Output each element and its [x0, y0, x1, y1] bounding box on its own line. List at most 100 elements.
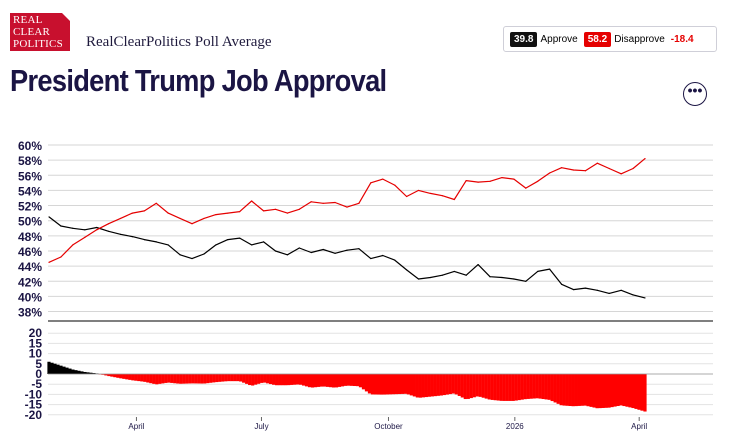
legend-box: 39.8 Approve 58.2 Disapprove -18.4: [503, 26, 717, 52]
data-point-disapprove: [227, 212, 229, 214]
spread-bar: [104, 374, 108, 376]
series-line-approve: [48, 216, 646, 299]
data-point-disapprove: [143, 210, 145, 212]
spread-bar: [511, 374, 515, 401]
spread-bar: [553, 374, 557, 403]
spread-bar: [77, 370, 81, 374]
spread-bar: [107, 374, 111, 377]
spread-bar: [454, 374, 458, 395]
data-point-approve: [537, 270, 539, 273]
spread-bar: [586, 374, 590, 407]
page-title: President Trump Job Approval: [10, 63, 387, 98]
spread-bar: [221, 374, 225, 382]
data-point-approve: [262, 241, 265, 243]
data-point-disapprove: [191, 223, 193, 225]
spread-bar: [185, 374, 189, 384]
spread-bar: [343, 374, 348, 386]
spread-bar: [367, 374, 372, 394]
spread-bar: [340, 374, 345, 387]
data-point-approve: [131, 235, 134, 238]
data-point-approve: [334, 252, 336, 254]
spread-bar: [613, 374, 617, 407]
data-point-disapprove: [96, 229, 98, 231]
spread-bar: [625, 374, 629, 407]
y-tick-label: 40%: [18, 290, 42, 304]
logo-line-3: POLITICS: [13, 38, 63, 50]
spread-bar: [170, 374, 174, 383]
spread-bar: [284, 374, 288, 386]
spread-bar: [541, 374, 545, 400]
data-point-disapprove: [560, 167, 563, 169]
spread-bar: [526, 374, 530, 399]
spread-bar: [547, 374, 551, 400]
spread-bar: [176, 374, 180, 384]
data-point-approve: [489, 276, 491, 278]
spread-bar: [631, 374, 635, 409]
spread-bar: [643, 374, 647, 412]
approve-value-badge: 39.8: [510, 31, 538, 47]
data-point-approve: [179, 254, 181, 256]
data-point-approve: [501, 276, 503, 279]
spread-bar: [116, 374, 120, 378]
spread-bar: [212, 374, 216, 383]
spread-bar: [310, 374, 315, 388]
spread-bar: [239, 374, 243, 382]
ellipsis-icon: •••: [687, 82, 703, 98]
spread-bar: [616, 374, 620, 407]
spread-bar: [224, 374, 228, 382]
data-point-approve: [584, 287, 587, 289]
spread-bar: [469, 374, 473, 399]
spread-bar: [113, 374, 117, 378]
spread-y-tick-label: 10: [29, 347, 43, 361]
spread-y-tick-label: 20: [29, 326, 43, 340]
spread-bar: [358, 374, 363, 388]
data-point-approve: [191, 257, 193, 260]
spread-bar: [173, 374, 177, 384]
data-point-approve: [60, 225, 62, 227]
data-point-approve: [596, 289, 598, 291]
spread-bar: [328, 374, 333, 388]
spread-bar: [580, 374, 584, 406]
spread-bar: [251, 374, 255, 386]
spread-bar: [134, 374, 138, 381]
spread-bar: [313, 374, 318, 388]
spread-bar: [352, 374, 357, 387]
spread-bar: [577, 374, 581, 406]
spread-bar: [466, 374, 470, 399]
spread-bar: [281, 374, 285, 386]
spread-bar: [478, 374, 482, 397]
data-point-disapprove: [203, 217, 205, 220]
data-point-disapprove: [262, 210, 265, 212]
data-point-disapprove: [501, 176, 503, 179]
spread-bar: [149, 374, 153, 384]
data-point-disapprove: [179, 217, 181, 220]
y-tick-label: 42%: [18, 275, 42, 289]
spread-bar: [242, 374, 246, 383]
spread-bar: [275, 374, 279, 386]
spread-bar: [143, 374, 147, 382]
more-options-button[interactable]: •••: [683, 82, 707, 106]
spread-bar: [203, 374, 207, 384]
data-point-approve: [251, 244, 253, 246]
spread-bar: [484, 374, 488, 399]
spread-bar: [155, 374, 159, 385]
spread-bar: [583, 374, 587, 406]
data-point-approve: [358, 248, 360, 250]
spread-bar: [427, 374, 431, 397]
spread-bar: [269, 374, 273, 385]
spread-bar: [415, 374, 419, 398]
spread-bar: [47, 361, 51, 374]
spread-bar: [349, 374, 354, 386]
spread-bar: [62, 366, 66, 374]
data-point-approve: [72, 227, 74, 229]
rcp-logo[interactable]: REAL CLEAR POLITICS: [10, 13, 70, 51]
spread-bar: [493, 374, 497, 401]
spread-bar: [260, 374, 264, 383]
disapprove-value-badge: 58.2: [583, 31, 612, 47]
data-point-disapprove: [465, 179, 467, 182]
spread-bar: [499, 374, 503, 401]
spread-bar: [197, 374, 201, 384]
spread-bar: [182, 374, 186, 384]
data-point-approve: [310, 251, 312, 254]
